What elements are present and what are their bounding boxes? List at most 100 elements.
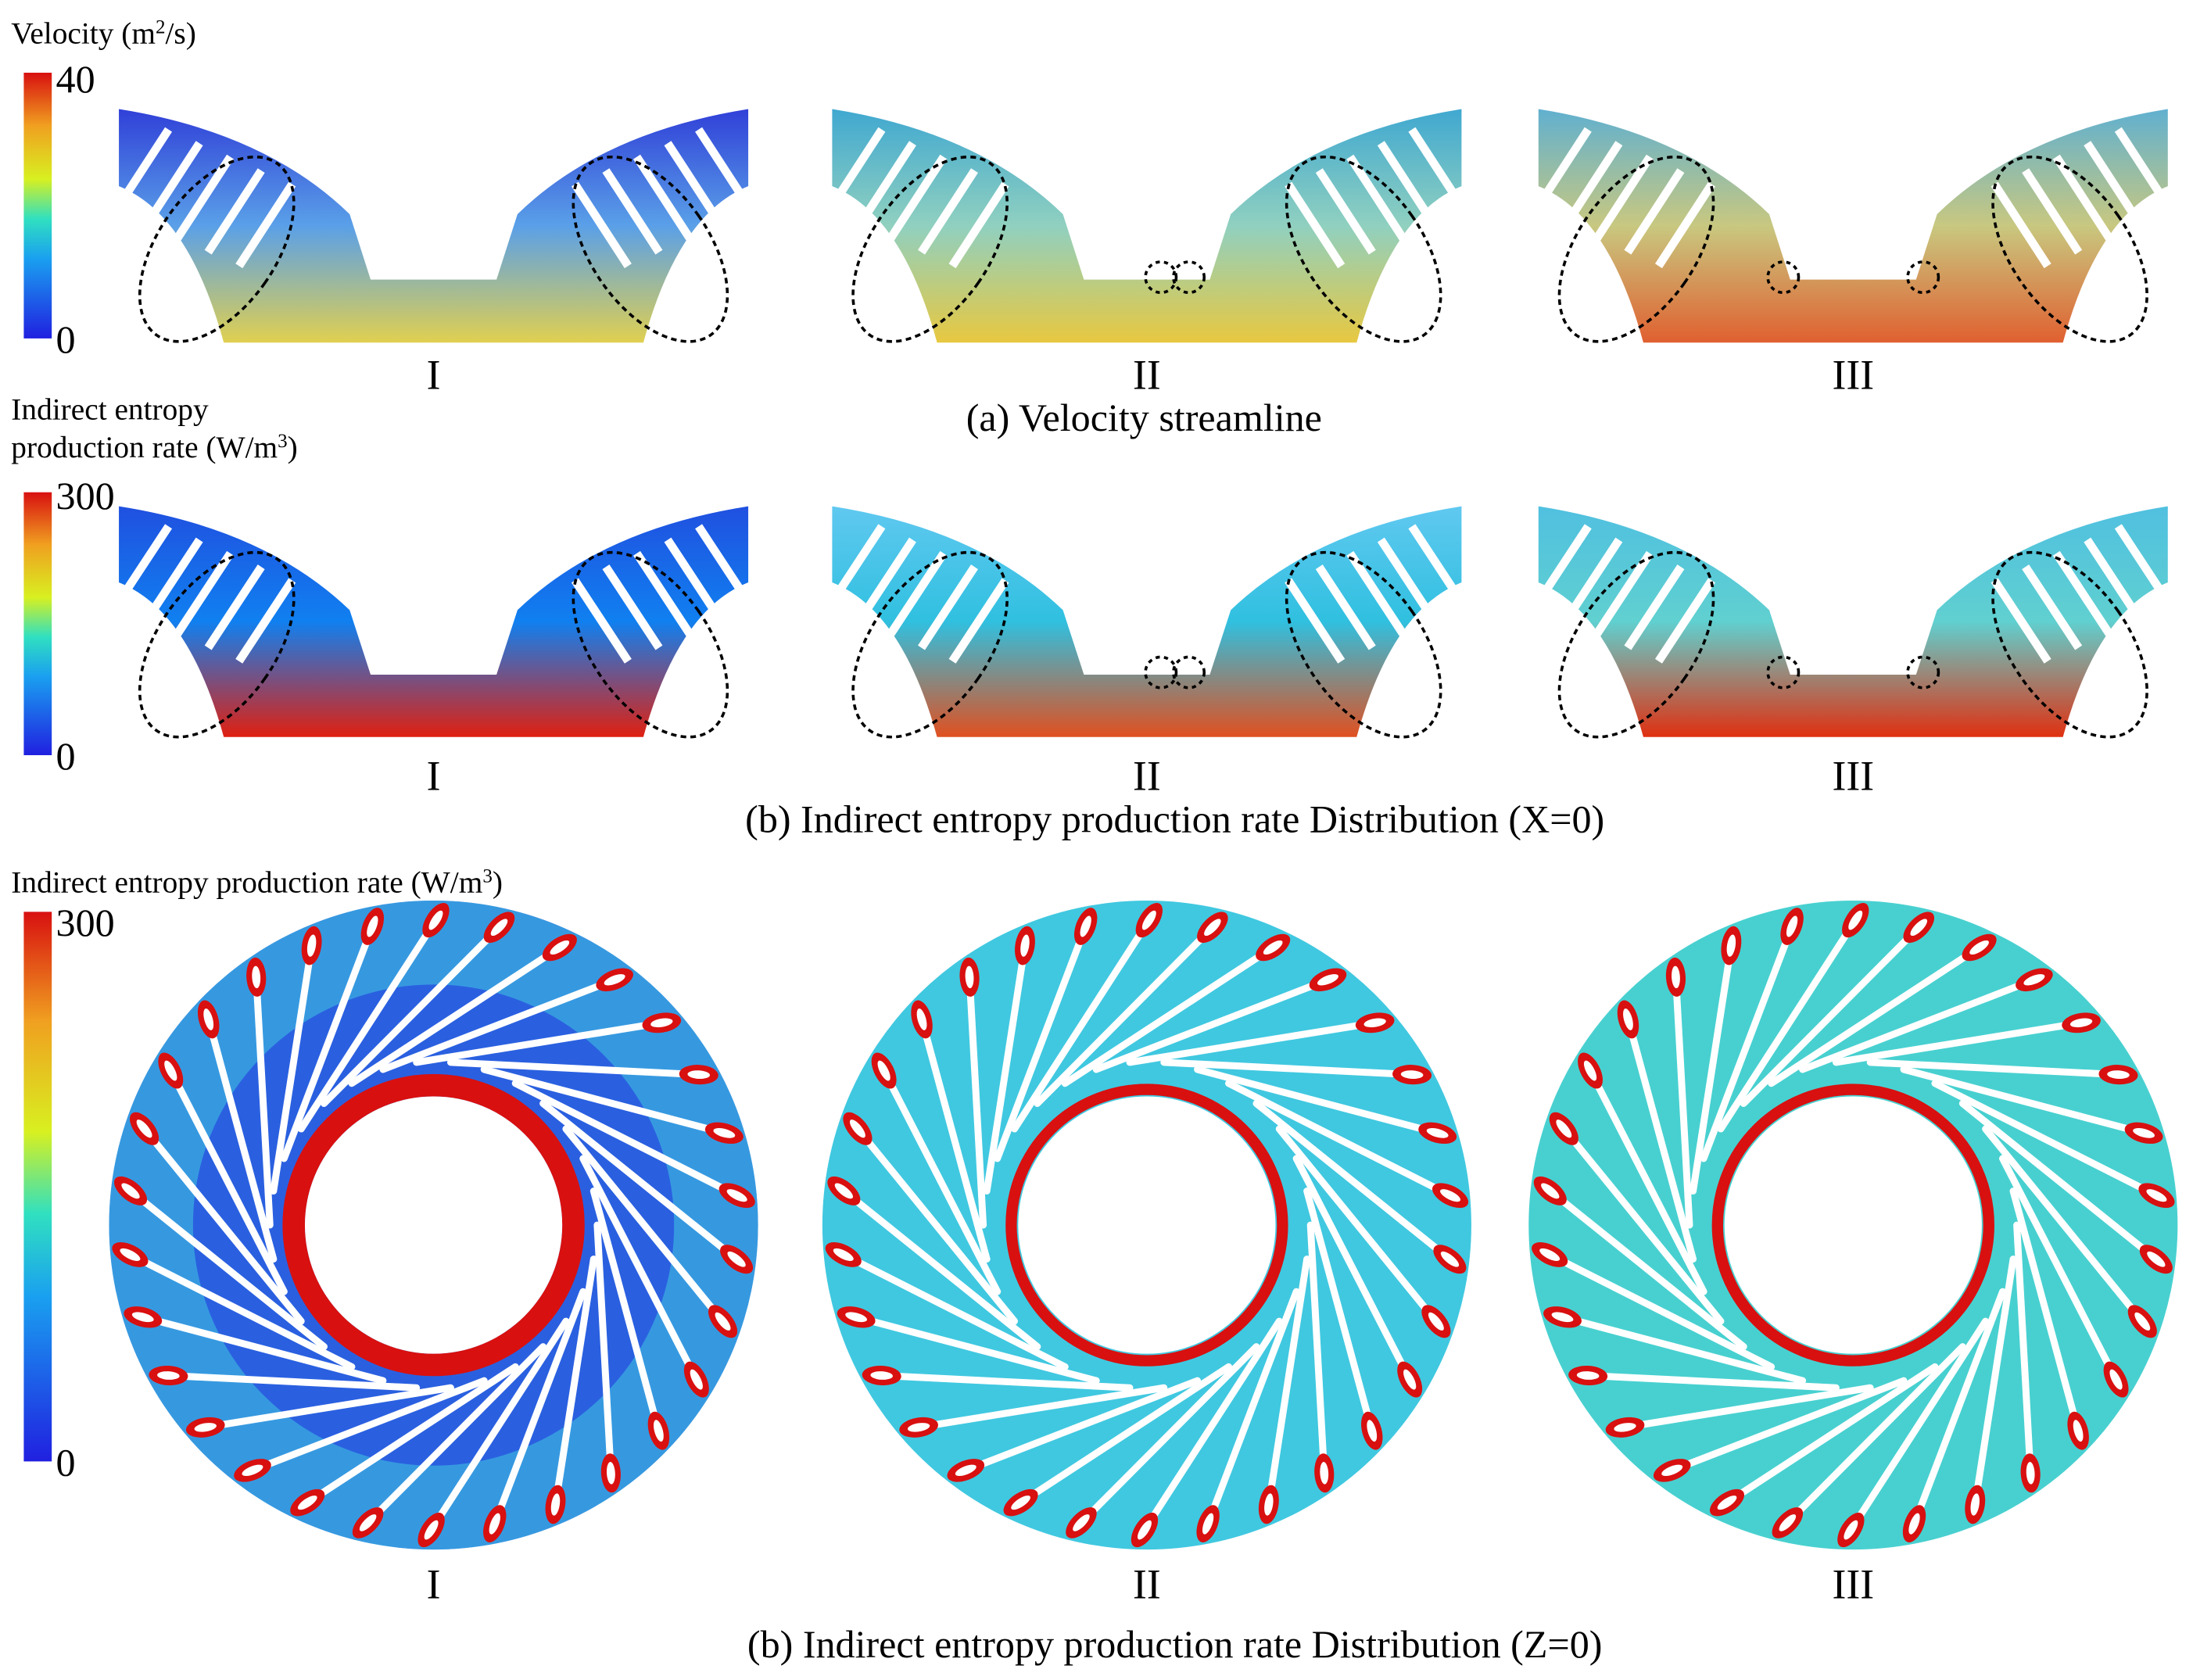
caption: (a) Velocity streamline (966, 396, 1322, 439)
blade (2052, 154, 2113, 242)
blade-tip-core (907, 1423, 930, 1432)
blade (840, 1251, 1069, 1370)
blade (1991, 578, 2051, 664)
blade-tip-core (877, 1060, 890, 1081)
blade (204, 168, 265, 255)
blade (142, 141, 203, 227)
highlight-circle (1172, 260, 1206, 295)
blade-tip-core (1844, 1520, 1858, 1540)
caption: (b) Indirect entropy production rate Dis… (745, 797, 1604, 840)
blade-tip-core (157, 1371, 180, 1380)
blade-tip-core (2109, 1369, 2123, 1390)
highlight-ellipse (851, 155, 1009, 343)
blade (1562, 141, 1623, 227)
blade-tip-core (1141, 910, 1156, 930)
blade (1531, 127, 1592, 214)
blade (270, 942, 316, 1195)
blade (962, 1377, 1202, 1474)
blade (2084, 537, 2145, 623)
blade (1584, 1372, 1840, 1392)
blade (918, 1016, 991, 1263)
blade (2009, 1187, 2082, 1435)
blade-tip-core (1614, 1423, 1636, 1432)
blade-tip-core (136, 1119, 152, 1138)
blade (1900, 1066, 2148, 1137)
blade (602, 564, 663, 650)
blade (280, 922, 376, 1162)
blade (2114, 127, 2175, 214)
highlight-ellipse (1285, 155, 1442, 343)
blade-tip-core (1539, 1248, 1561, 1261)
blade (1593, 154, 1654, 242)
label-part: ) (288, 430, 298, 464)
blade (633, 550, 693, 637)
blade-tip-core (1623, 1008, 1633, 1030)
blade (880, 1067, 1002, 1295)
blade (1225, 1080, 1454, 1199)
blade-tip-core (489, 1513, 500, 1535)
blade-tip-core (131, 1312, 154, 1323)
case-label: II (1133, 753, 1161, 800)
blade-tip-core (1363, 1018, 1386, 1028)
blade-tip-core (713, 1128, 736, 1138)
blade-tip-core (367, 915, 378, 937)
blade (983, 942, 1029, 1195)
blade (1408, 524, 1469, 610)
blade-tip-core (2107, 1070, 2130, 1080)
blade (142, 537, 203, 623)
blade-tip-core (965, 965, 974, 989)
blade (1624, 564, 1685, 650)
blade-tip-core (1202, 1513, 1214, 1535)
blade (1061, 944, 1277, 1087)
blade (1160, 1059, 1416, 1079)
blade (918, 168, 979, 255)
blade (855, 141, 916, 227)
ring-inner-band (1711, 1084, 1994, 1367)
colorbar-max: 40 (56, 57, 95, 101)
blade (1377, 141, 1438, 227)
blade (602, 168, 663, 255)
blade (1847, 1317, 1990, 1534)
blade (887, 550, 948, 637)
blade (1092, 976, 1331, 1073)
blade (915, 1384, 1168, 1431)
case-label: III (1832, 1561, 1874, 1608)
blade (303, 1363, 519, 1506)
blade-tip-core (1137, 1520, 1152, 1540)
label-superscript: 3 (482, 865, 493, 887)
blade-tip-core (1908, 1513, 1920, 1535)
blade-tip-core (164, 1060, 177, 1081)
blade (539, 1100, 740, 1263)
blade-tip-core (550, 940, 570, 955)
blade (1991, 181, 2051, 269)
blade-tip-core (424, 1520, 439, 1540)
ring-outer-band (109, 901, 758, 1550)
contour-region (832, 109, 1462, 343)
blade (1531, 524, 1592, 610)
blade-tip-core (1428, 1312, 1444, 1331)
blade-tip-core (359, 1514, 377, 1531)
highlight-circle (1172, 655, 1206, 690)
blade (695, 127, 756, 214)
blade (1034, 923, 1217, 1108)
entropy-legend-title: Indirect entropy production rate (W/m3) (11, 865, 503, 899)
blade (2022, 168, 2083, 255)
blade-tip-core (715, 1312, 731, 1331)
entropy-legend-title: production rate (W/m3) (11, 430, 297, 464)
blade (664, 537, 725, 623)
blade (1700, 922, 1796, 1162)
blade (1285, 578, 1346, 664)
label-superscript: 3 (278, 430, 288, 451)
caption: (b) Indirect entropy production rate Dis… (747, 1622, 1602, 1666)
blade-tip-core (1011, 1496, 1030, 1510)
blade (348, 944, 564, 1087)
blade-tip-core (1910, 919, 1928, 937)
blade (1077, 1343, 1260, 1527)
blade (1931, 1080, 2160, 1199)
blade (664, 141, 725, 227)
blade (297, 916, 439, 1133)
blade (695, 524, 756, 610)
blade-tip-core (2147, 1251, 2166, 1267)
blade (1559, 1313, 1807, 1384)
blade (1690, 942, 1735, 1195)
